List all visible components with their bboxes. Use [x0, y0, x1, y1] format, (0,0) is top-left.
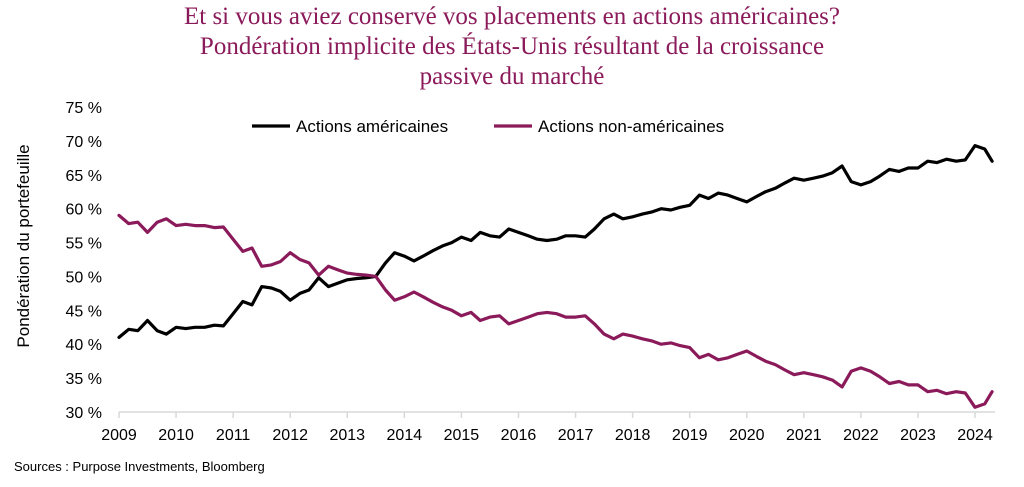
y-tick-label: 30 %	[66, 405, 102, 422]
y-tick-label: 65 %	[66, 168, 102, 185]
x-tick-label: 2011	[216, 427, 251, 444]
legend: Actions américaines Actions non-américain…	[252, 117, 724, 136]
y-tick-label: 60 %	[66, 202, 102, 219]
y-tick-label: 35 %	[66, 371, 102, 388]
chart-title-line-1: Et si vous aviez conservé vos placements…	[183, 3, 840, 30]
x-tick-label: 2024	[957, 427, 993, 444]
y-tick-label: 40 %	[66, 337, 102, 354]
x-tick-label: 2019	[672, 427, 708, 444]
y-tick-label: 45 %	[66, 303, 102, 320]
x-tick-label: 2022	[843, 427, 879, 444]
chart-title-line-2: Pondération implicite des États-Unis rés…	[199, 33, 825, 60]
source-note: Sources : Purpose Investments, Bloomberg	[14, 459, 265, 474]
y-tick-label: 50 %	[66, 269, 102, 286]
x-tick-label: 2009	[101, 427, 137, 444]
y-tick-label: 55 %	[66, 236, 102, 253]
x-tick-label: 2016	[501, 427, 537, 444]
x-tick-label: 2015	[444, 427, 480, 444]
y-tick-label: 70 %	[66, 134, 102, 151]
x-tick-label: 2010	[158, 427, 194, 444]
x-tick-label: 2021	[786, 427, 822, 444]
series-line-non-us	[117, 213, 994, 409]
x-tick-label: 2018	[615, 427, 651, 444]
x-tick-label: 2020	[729, 427, 765, 444]
chart-title: Et si vous aviez conservé vos placements…	[0, 2, 1024, 92]
y-tick-label: 75 %	[66, 100, 102, 117]
legend-label: Actions non-américaines	[538, 117, 724, 136]
chart-title-line-3: passive du marché	[419, 63, 605, 90]
legend-label: Actions américaines	[296, 117, 448, 136]
x-axis: 2009 2010 2011 2012 2013 2014 2015 2016 2017 2018…	[101, 411, 995, 444]
series-line-us	[117, 144, 994, 339]
plot-area	[117, 144, 994, 409]
y-axis: 30 % 35 % 40 % 45 % 50 % 55 % 60 % 65 % 70 % 75 %	[66, 100, 102, 422]
x-tick-label: 2023	[900, 427, 936, 444]
x-tick-label: 2012	[272, 427, 308, 444]
x-tick-label: 2014	[387, 427, 423, 444]
x-tick-label: 2017	[558, 427, 594, 444]
x-tick-label: 2013	[329, 427, 365, 444]
